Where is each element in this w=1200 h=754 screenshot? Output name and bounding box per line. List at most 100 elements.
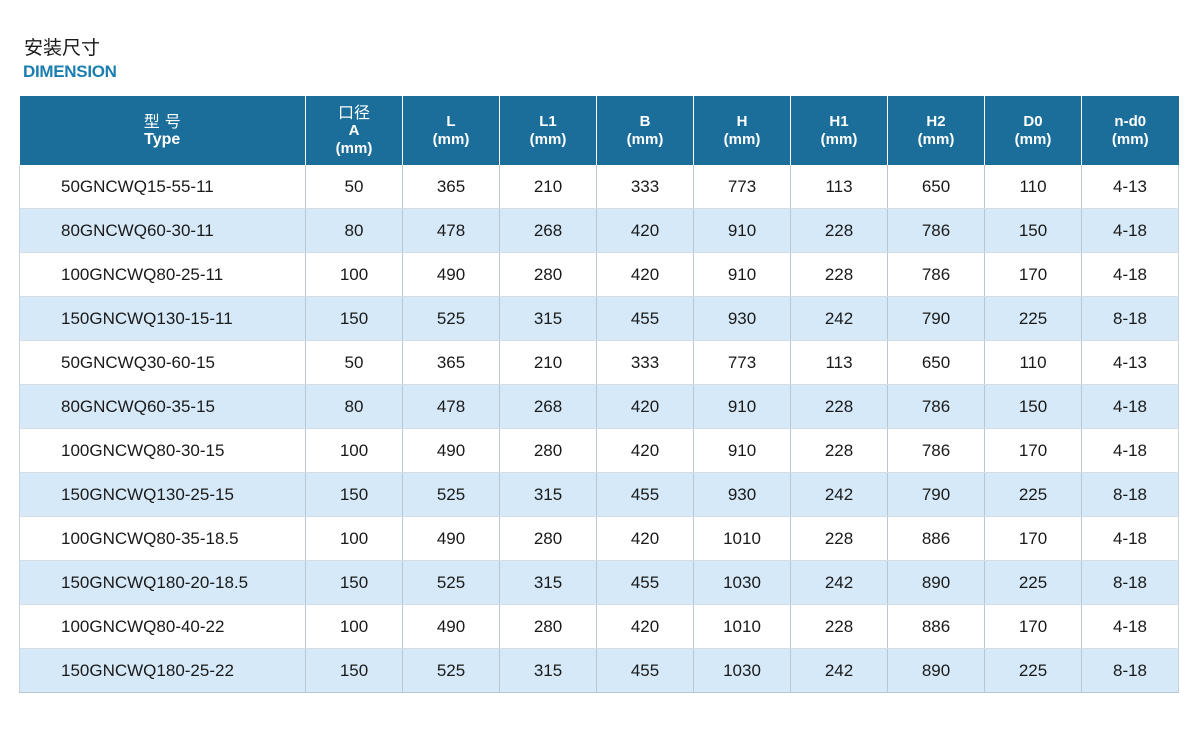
cell-type: 150GNCWQ180-20-18.5 <box>19 560 306 605</box>
header-d0-unit: (mm) <box>1014 130 1052 148</box>
cell-h2: 786 <box>887 208 985 253</box>
header-h-label: H <box>736 112 748 130</box>
cell-type: 50GNCWQ30-60-15 <box>19 340 306 385</box>
cell-l1: 280 <box>499 516 597 561</box>
header-type-en: Type <box>144 130 181 148</box>
cell-d0: 170 <box>984 516 1082 561</box>
cell-l: 525 <box>402 648 500 693</box>
header-b: B (mm) <box>596 96 694 165</box>
cell-h2: 790 <box>887 472 985 517</box>
table-header-row: 型 号 Type 口径 A (mm) L (mm) L1 (mm) B (mm)… <box>19 96 1179 165</box>
cell-type: 100GNCWQ80-40-22 <box>19 604 306 649</box>
cell-h1: 228 <box>790 252 888 297</box>
header-type-cn: 型 号 <box>143 111 181 131</box>
header-l-label: L <box>446 112 456 130</box>
cell-n-d0: 4-13 <box>1081 165 1179 209</box>
header-l1: L1 (mm) <box>499 96 597 165</box>
cell-l1: 280 <box>499 428 597 473</box>
cell-n-d0: 8-18 <box>1081 472 1179 517</box>
table-row: 50GNCWQ30-60-15 50 365 210 333 773 113 650 110 4-… <box>19 340 1179 385</box>
cell-b: 455 <box>596 472 694 517</box>
cell-n-d0: 8-18 <box>1081 560 1179 605</box>
cell-type: 150GNCWQ130-25-15 <box>19 472 306 517</box>
cell-l: 490 <box>402 428 500 473</box>
cell-n-d0: 8-18 <box>1081 296 1179 341</box>
header-l-unit: (mm) <box>432 130 470 148</box>
cell-h: 930 <box>693 472 791 517</box>
cell-caliber: 150 <box>305 472 403 517</box>
cell-b: 455 <box>596 560 694 605</box>
header-d0-label: D0 <box>1023 112 1043 130</box>
cell-n-d0: 4-13 <box>1081 340 1179 385</box>
cell-type: 80GNCWQ60-30-11 <box>19 208 306 253</box>
cell-d0: 170 <box>984 604 1082 649</box>
cell-h: 910 <box>693 384 791 429</box>
cell-caliber: 100 <box>305 604 403 649</box>
cell-l: 490 <box>402 604 500 649</box>
cell-l: 490 <box>402 252 500 297</box>
cell-l1: 280 <box>499 604 597 649</box>
header-h-unit: (mm) <box>723 130 761 148</box>
cell-h: 910 <box>693 252 791 297</box>
cell-h: 773 <box>693 340 791 385</box>
cell-h2: 886 <box>887 516 985 561</box>
header-caliber-symbol: A <box>348 121 360 139</box>
cell-d0: 225 <box>984 472 1082 517</box>
table-row: 100GNCWQ80-25-11 100 490 280 420 910 228 786 170… <box>19 252 1179 297</box>
cell-caliber: 100 <box>305 252 403 297</box>
cell-type: 100GNCWQ80-25-11 <box>19 252 306 297</box>
cell-b: 420 <box>596 384 694 429</box>
cell-h2: 886 <box>887 604 985 649</box>
cell-h2: 650 <box>887 340 985 385</box>
cell-n-d0: 8-18 <box>1081 648 1179 693</box>
table-row: 100GNCWQ80-35-18.5 100 490 280 420 1010 228 886… <box>19 516 1179 561</box>
cell-h2: 890 <box>887 560 985 605</box>
cell-caliber: 100 <box>305 428 403 473</box>
cell-b: 420 <box>596 516 694 561</box>
cell-b: 333 <box>596 340 694 385</box>
cell-caliber: 150 <box>305 296 403 341</box>
cell-h1: 113 <box>790 340 888 385</box>
cell-l: 478 <box>402 208 500 253</box>
cell-caliber: 50 <box>305 340 403 385</box>
cell-l1: 280 <box>499 252 597 297</box>
cell-d0: 225 <box>984 560 1082 605</box>
cell-l1: 315 <box>499 648 597 693</box>
cell-type: 150GNCWQ130-15-11 <box>19 296 306 341</box>
cell-h1: 228 <box>790 384 888 429</box>
cell-h1: 242 <box>790 560 888 605</box>
cell-l: 478 <box>402 384 500 429</box>
header-caliber-cn: 口径 <box>337 102 370 122</box>
cell-h1: 228 <box>790 516 888 561</box>
cell-d0: 110 <box>984 340 1082 385</box>
table-row: 80GNCWQ60-30-11 80 478 268 420 910 228 786 150 4-… <box>19 208 1179 253</box>
cell-h: 910 <box>693 208 791 253</box>
cell-h: 1030 <box>693 560 791 605</box>
cell-d0: 170 <box>984 252 1082 297</box>
cell-caliber: 80 <box>305 384 403 429</box>
header-type: 型 号 Type <box>19 96 306 165</box>
cell-d0: 150 <box>984 208 1082 253</box>
cell-b: 455 <box>596 648 694 693</box>
cell-l1: 210 <box>499 165 597 209</box>
header-n-d0-unit: (mm) <box>1111 130 1149 148</box>
header-h1: H1 (mm) <box>790 96 888 165</box>
cell-caliber: 80 <box>305 208 403 253</box>
header-h2: H2 (mm) <box>887 96 985 165</box>
cell-h1: 228 <box>790 604 888 649</box>
header-l1-label: L1 <box>539 112 557 130</box>
table-row: 100GNCWQ80-30-15 100 490 280 420 910 228 786 170… <box>19 428 1179 473</box>
cell-type: 100GNCWQ80-30-15 <box>19 428 306 473</box>
cell-n-d0: 4-18 <box>1081 252 1179 297</box>
cell-h: 1030 <box>693 648 791 693</box>
table-row: 150GNCWQ130-25-15 150 525 315 455 930 242 790 22… <box>19 472 1179 517</box>
cell-n-d0: 4-18 <box>1081 384 1179 429</box>
cell-n-d0: 4-18 <box>1081 604 1179 649</box>
cell-d0: 110 <box>984 165 1082 209</box>
cell-l1: 315 <box>499 296 597 341</box>
cell-l: 365 <box>402 165 500 209</box>
cell-h2: 786 <box>887 384 985 429</box>
cell-b: 420 <box>596 428 694 473</box>
cell-type: 80GNCWQ60-35-15 <box>19 384 306 429</box>
table-row: 150GNCWQ180-25-22 150 525 315 455 1030 242 890 2… <box>19 648 1179 693</box>
